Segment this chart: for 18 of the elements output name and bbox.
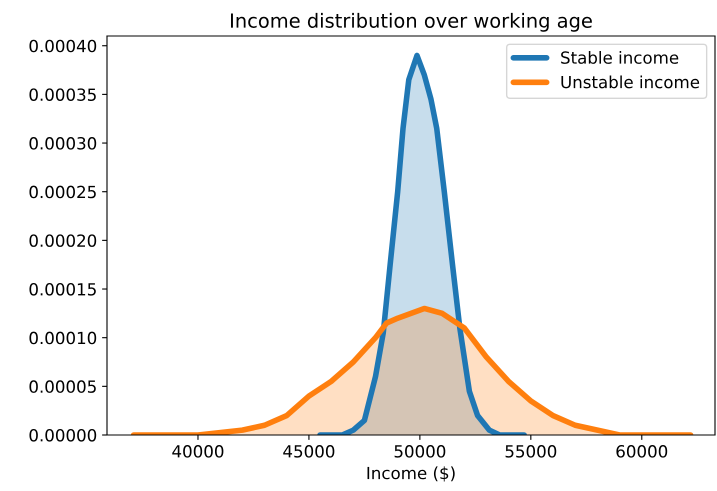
y-tick-label: 0.00030 (29, 137, 96, 150)
x-axis-title: Income ($) (368, 466, 455, 482)
x-tick-label: 45000 (283, 445, 334, 458)
y-tick-label: 0.00025 (29, 186, 96, 198)
x-tick-label: 60000 (616, 445, 668, 458)
y-tick-label: 0.00010 (29, 332, 96, 344)
y-tick-label: 0.00035 (29, 88, 96, 101)
x-tick-label: 55000 (506, 445, 556, 458)
y-tick-label: 0.00000 (29, 428, 96, 442)
y-tick-label: 0.00020 (29, 234, 96, 247)
y-tick-label: 0.00005 (29, 380, 96, 393)
y-tick-label: 0.00015 (29, 282, 96, 296)
y-tick-label: 0.00040 (29, 40, 96, 52)
legend-label: Unstable income (561, 75, 700, 88)
x-tick-label: 40000 (172, 445, 224, 458)
x-tick-label: 50000 (394, 445, 446, 458)
legend-label: Stable income (561, 51, 678, 64)
chart-title: Income distribution over working age (231, 12, 592, 32)
